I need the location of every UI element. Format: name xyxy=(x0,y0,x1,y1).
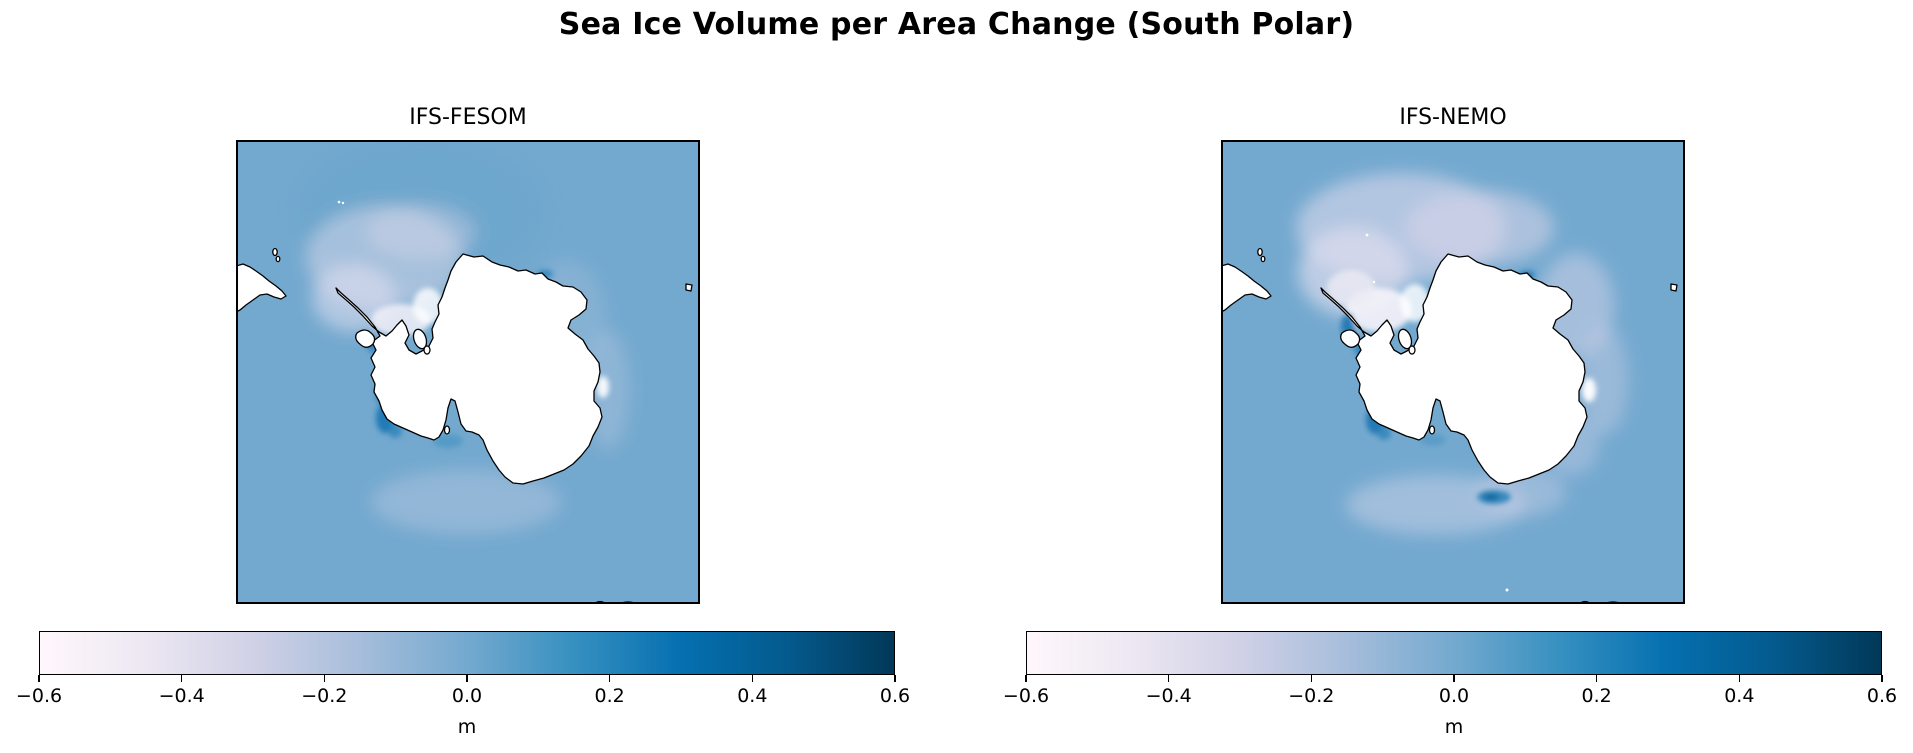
tick-mark xyxy=(1595,675,1598,682)
colorbar-unit-label: m xyxy=(457,716,477,738)
map-ifs-nemo xyxy=(1221,140,1685,604)
tick-mark xyxy=(1453,675,1455,682)
colorbar-tick-label: 0.2 xyxy=(594,685,625,707)
colorbar-tick-label: 0.4 xyxy=(1724,685,1755,707)
colorbar-tick-label: −0.6 xyxy=(1002,685,1050,707)
colorbar-tick-label: 0.0 xyxy=(451,685,483,707)
tick-mark xyxy=(1738,675,1741,682)
colorbar-tick-label: 0.6 xyxy=(1866,685,1898,707)
colorbar-tick-label: 0.6 xyxy=(879,685,911,707)
map-canvas-ifs-nemo xyxy=(1221,140,1685,604)
colorbar-gradient xyxy=(39,631,895,675)
colorbar-tick-label: 0.2 xyxy=(1581,685,1612,707)
tick-mark xyxy=(38,675,40,682)
tick-mark xyxy=(1167,675,1170,682)
tick-mark xyxy=(180,675,183,682)
panel-title-ifs-nemo: IFS-NEMO xyxy=(1399,105,1507,130)
map-frame xyxy=(1221,140,1685,604)
tick-mark xyxy=(608,675,611,682)
colorbar-tick-label: −0.2 xyxy=(1288,685,1335,707)
map-canvas-ifs-fesom xyxy=(236,140,700,604)
tick-mark xyxy=(894,675,896,682)
colorbar-gradient xyxy=(1026,631,1882,675)
tick-mark xyxy=(1310,675,1313,682)
map-ifs-fesom xyxy=(236,140,700,604)
colorbar-tick-label: −0.4 xyxy=(158,685,205,707)
colorbar-tick-label: 0.0 xyxy=(1438,685,1470,707)
tick-mark xyxy=(466,675,468,682)
tick-mark xyxy=(1025,675,1027,682)
colorbar-tick-label: −0.2 xyxy=(301,685,348,707)
colorbar-ifs-fesom: −0.6 −0.4 −0.2 0.0 0.2 0.4 0.6 m xyxy=(16,631,910,743)
ice-speckles xyxy=(1365,233,1509,592)
colorbar-unit-label: m xyxy=(1444,716,1464,738)
ice-speckles xyxy=(337,200,345,205)
colorbar-tick-label: −0.4 xyxy=(1145,685,1192,707)
tick-mark xyxy=(323,675,326,682)
figure-title: Sea Ice Volume per Area Change (South Po… xyxy=(558,7,1355,42)
positive-anomaly-patches xyxy=(1327,270,1596,504)
colorbar-tick-label: 0.4 xyxy=(737,685,768,707)
tick-mark xyxy=(751,675,754,682)
positive-anomaly-patches xyxy=(367,270,609,448)
map-frame xyxy=(236,140,700,604)
panel-title-ifs-fesom: IFS-FESOM xyxy=(409,105,527,130)
colorbar-tick-label: −0.6 xyxy=(15,685,63,707)
colorbar-ifs-nemo: −0.6 −0.4 −0.2 0.0 0.2 0.4 0.6 m xyxy=(1003,631,1897,743)
tick-mark xyxy=(1881,675,1883,682)
